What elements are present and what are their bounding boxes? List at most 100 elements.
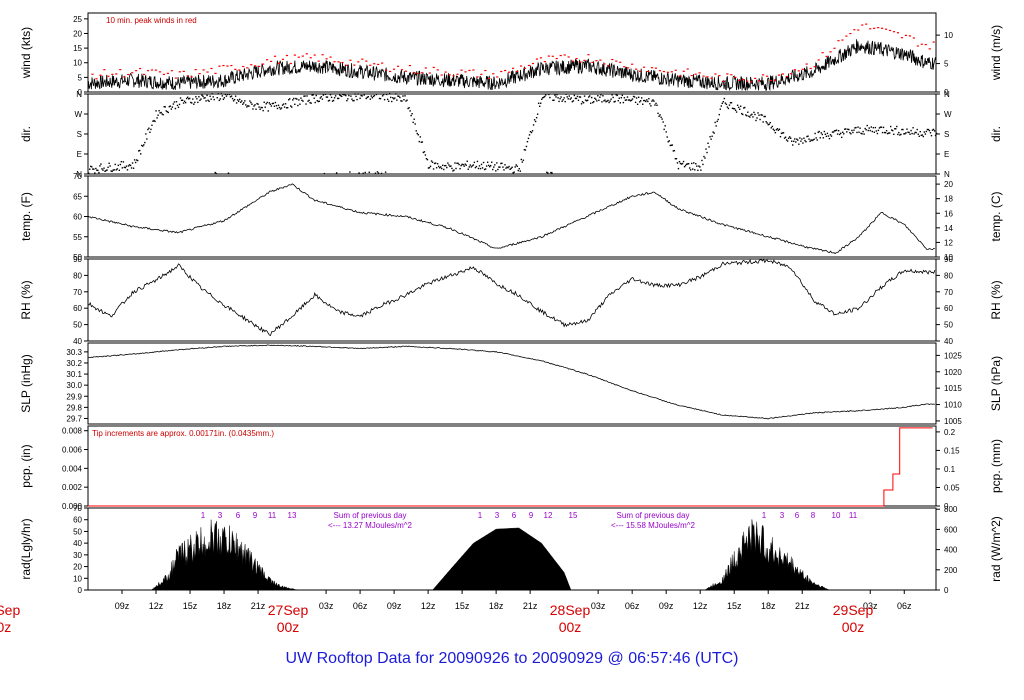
wind-peak-mark	[262, 63, 265, 65]
wind-peak-mark	[619, 61, 622, 63]
wind-peak-mark	[210, 67, 213, 70]
rad-note: <--- 13.27 MJoules/m^2	[328, 521, 413, 530]
wind-peak-mark	[234, 68, 237, 70]
dir-point	[360, 94, 362, 97]
dir-point	[680, 163, 683, 165]
wind-peak-mark	[754, 77, 757, 79]
dir-point	[402, 95, 404, 97]
x-tick-label: 09z	[115, 601, 130, 611]
dir-point	[761, 114, 763, 116]
dir-point	[574, 97, 577, 100]
dir-point	[480, 163, 483, 166]
dir-point	[441, 167, 443, 170]
dir-point	[204, 97, 206, 99]
dir-point	[444, 164, 446, 167]
dir-point	[334, 95, 337, 97]
dir-point	[537, 102, 540, 105]
wind-peak-mark	[801, 68, 804, 70]
dir-point	[612, 96, 614, 99]
dir-point	[901, 128, 903, 131]
dir-point	[289, 98, 291, 100]
dir-point	[693, 162, 695, 164]
dir-point	[816, 139, 818, 141]
dir-point	[851, 129, 853, 132]
wind-peak-mark	[853, 29, 856, 31]
dir-point	[343, 94, 345, 96]
x-tick-label: 09z	[387, 601, 402, 611]
dir-point	[156, 117, 158, 119]
x-tick-label: 18z	[489, 601, 504, 611]
dir-point	[476, 160, 479, 163]
dir-point	[109, 165, 111, 167]
dir-point	[244, 100, 246, 102]
dir-point	[708, 146, 710, 148]
dir-point	[173, 101, 176, 103]
wind-peak-mark	[595, 60, 598, 62]
dir-point	[538, 105, 541, 107]
dir-point	[270, 105, 273, 107]
dir-point	[751, 113, 753, 116]
dir-point	[742, 113, 744, 116]
wind-peak-mark	[861, 24, 864, 26]
dir-point	[127, 165, 130, 167]
dir-point	[406, 99, 408, 101]
dir-point	[598, 99, 600, 102]
dir-point	[520, 158, 523, 161]
x-tick-label: 03z	[591, 601, 606, 611]
dir-point	[499, 166, 501, 168]
dir-point	[276, 107, 279, 110]
dir-point	[314, 101, 316, 104]
wind-peak-mark	[829, 51, 832, 53]
rad-hour-label: 3	[218, 511, 223, 520]
panel-rh: RH (%) RH (%) 40 50 60 70 80 90 40 50 60 70 80 90	[19, 255, 1003, 346]
wind-peak-mark	[230, 64, 233, 67]
dir-point	[850, 133, 852, 135]
dir-point	[587, 96, 590, 98]
wind-peak-mark	[95, 78, 98, 80]
dir-ytick-label-left: S	[77, 130, 82, 139]
dir-point	[403, 99, 405, 101]
dir-point	[871, 130, 874, 133]
dir-point	[372, 95, 375, 98]
wind-peak-mark	[531, 62, 535, 65]
wind-peak-mark	[924, 43, 927, 46]
dir-point	[132, 167, 135, 169]
dir-point	[280, 107, 283, 109]
dir-point	[765, 121, 767, 123]
dir-point	[337, 97, 340, 100]
dir-point	[428, 166, 431, 169]
wind-peak-mark	[460, 69, 463, 71]
dir-point	[135, 159, 138, 161]
dir-point	[306, 95, 308, 97]
wind-peak-mark	[769, 79, 773, 82]
dir-point	[417, 134, 419, 136]
dir-point	[583, 95, 586, 97]
dir-point	[547, 172, 549, 174]
rad-note: Sum of previous day	[617, 511, 690, 520]
dir-point	[133, 159, 136, 161]
dir-point	[291, 106, 293, 108]
dir-point	[374, 172, 377, 175]
dir-point	[549, 96, 551, 99]
wind-peak-mark	[472, 69, 475, 71]
wind-peak-mark	[599, 59, 602, 61]
wind-ytick-label-left: 5	[78, 73, 83, 82]
dir-point	[101, 168, 103, 170]
dir-point	[442, 164, 444, 167]
dir-point	[281, 104, 284, 106]
wind-peak-mark	[452, 75, 455, 77]
dir-point	[216, 97, 218, 99]
dir-ytick-label-right: N	[944, 90, 950, 99]
dir-point	[890, 129, 893, 131]
dir-point	[701, 159, 703, 162]
panel-wind-frame	[87, 12, 937, 93]
dir-point	[224, 93, 227, 96]
wind-peak-mark	[500, 70, 503, 73]
dir-point	[719, 108, 721, 110]
wind-peak-mark	[162, 73, 166, 76]
dir-point	[497, 168, 499, 171]
dir-point	[137, 150, 140, 152]
dir-point	[174, 107, 177, 110]
dir-point	[771, 125, 774, 128]
rh-ytick-label-left: 70	[73, 288, 82, 297]
